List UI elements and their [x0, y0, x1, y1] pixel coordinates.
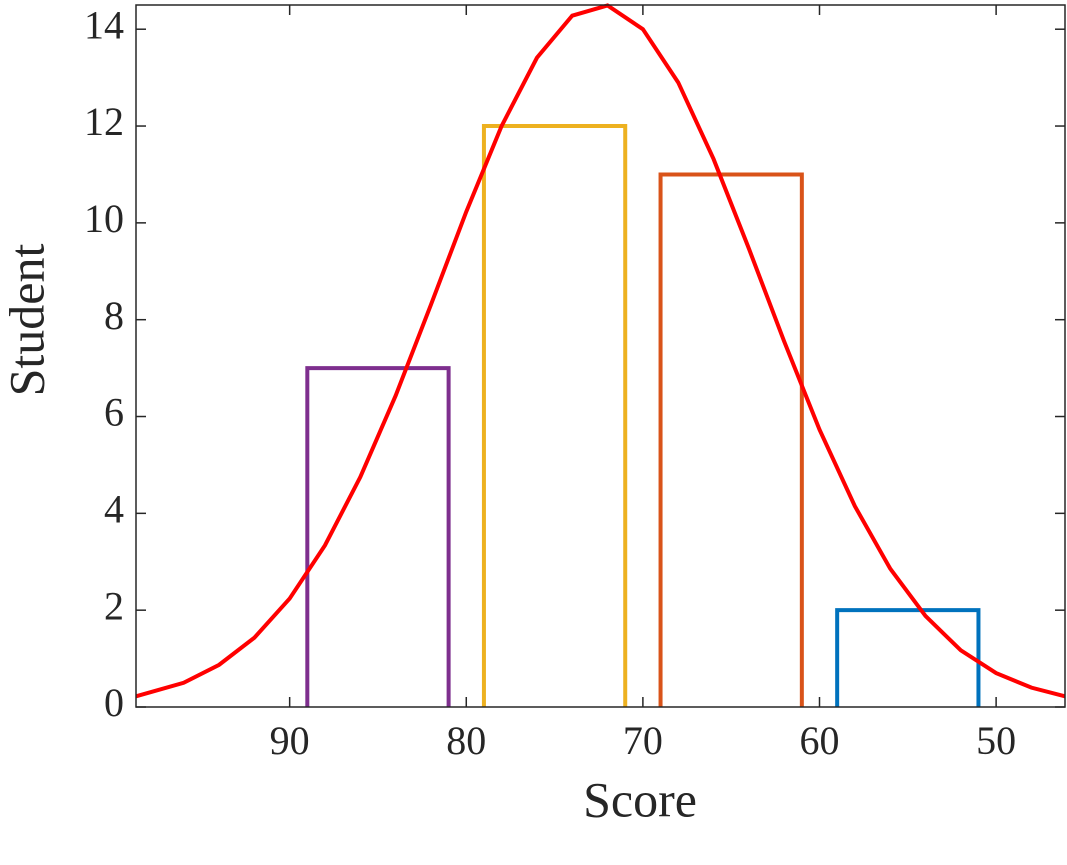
- y-axis-label: Student: [0, 244, 54, 397]
- x-tick-label: 90: [270, 718, 310, 763]
- x-tick-label: 70: [623, 718, 663, 763]
- bar: [835, 608, 981, 707]
- fit-curve: [135, 3, 1066, 699]
- y-tick-label: 2: [104, 583, 124, 628]
- x-tick-label: 50: [976, 718, 1016, 763]
- y-tick-label: 10: [84, 196, 124, 241]
- plot-frame: [135, 4, 1066, 708]
- y-tick-label: 8: [104, 293, 124, 338]
- x-tick-label: 60: [800, 718, 840, 763]
- y-tick-label: 12: [84, 99, 124, 144]
- y-tick-label: 14: [84, 2, 124, 47]
- bar: [658, 172, 804, 707]
- bar: [481, 124, 628, 707]
- x-tick-label: 80: [446, 718, 486, 763]
- bar: [305, 366, 451, 707]
- x-axis-label: Score: [583, 771, 697, 827]
- y-tick-label: 6: [104, 390, 124, 435]
- y-tick-label: 4: [104, 487, 124, 532]
- y-tick-label: 0: [104, 680, 124, 725]
